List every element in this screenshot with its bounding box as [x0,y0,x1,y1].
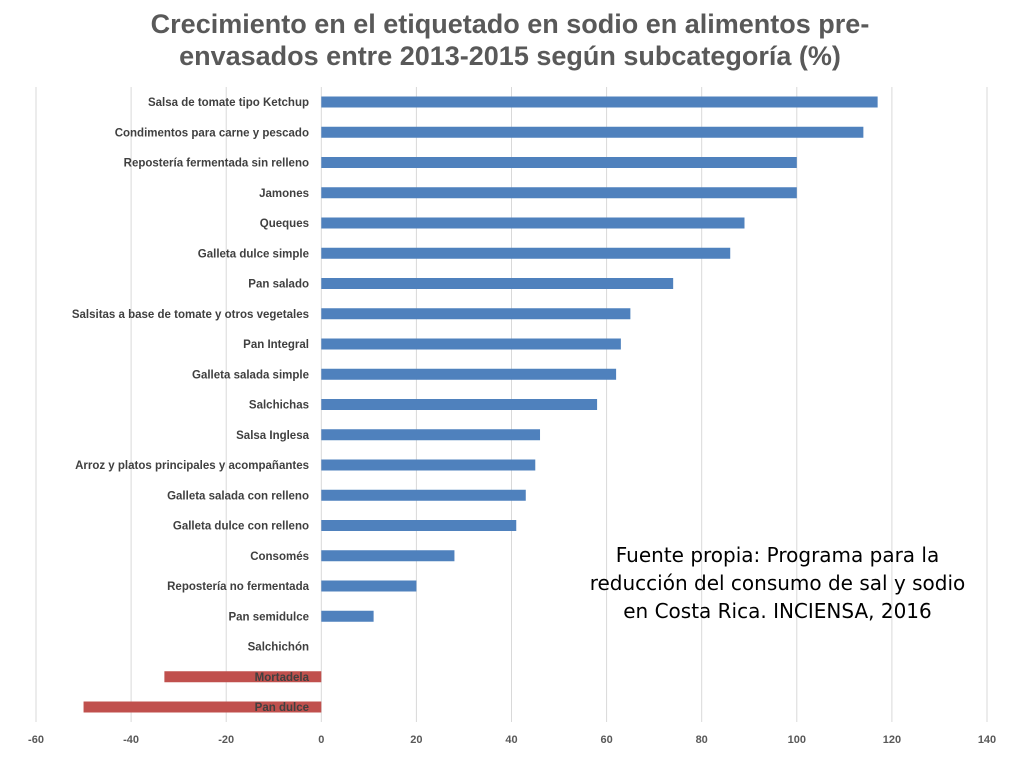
bar [321,217,745,229]
category-label: Consomés [250,551,309,563]
category-label: Arroz y platos principales y acompañante… [75,460,309,472]
x-tick-label: 140 [978,734,996,746]
bar [164,671,322,683]
bar [321,429,541,441]
bar [321,338,621,350]
category-label: Salsa de tomate tipo Ketchup [148,97,309,109]
bar [321,550,455,562]
x-tick-label: 20 [410,734,422,746]
category-label: Salsa Inglesa [236,430,309,442]
bar [321,278,674,289]
x-tick-label: 60 [600,734,612,746]
category-label: Pan semidulce [228,611,309,623]
bar [321,126,864,138]
category-label: Galleta salada simple [192,369,309,381]
x-tick-label: 80 [696,734,708,746]
category-label: Galleta dulce con relleno [173,521,309,533]
bar [321,459,536,471]
bar [321,308,631,320]
category-label: Pan Integral [243,339,309,351]
category-label: Galleta salada con relleno [167,490,309,502]
category-label: Pan salado [248,279,309,291]
category-label: Condimentos para carne y pescado [115,127,309,139]
bar [321,187,797,199]
source-annotation: Fuente propia: Programa para la reducció… [589,543,966,623]
x-tick-label: -60 [28,734,44,746]
bar [321,368,617,380]
bars [83,96,878,713]
x-tick-label: 0 [318,734,324,746]
x-axis-ticks: -60 -40 -20 0 20 40 60 80 100 120 140 [28,734,996,746]
category-label: Mortadela [255,672,310,684]
bar [321,610,374,622]
category-label: Salchichas [249,400,309,412]
bar [321,247,731,259]
category-label: Queques [260,218,309,230]
chart-title: Crecimiento en el etiquetado en sodio en… [150,9,870,71]
bar [321,157,797,168]
bar [321,580,417,592]
bar [83,701,322,713]
category-label: Jamones [259,188,309,200]
category-label: Salsitas a base de tomate y otros vegeta… [72,309,309,321]
category-label: Repostería no fermentada [167,581,309,593]
category-label: Repostería fermentada sin relleno [124,158,309,170]
bar [321,520,517,531]
category-label: Galleta dulce simple [198,248,309,260]
category-label: Salchichón [248,642,309,654]
x-tick-label: 100 [788,734,806,746]
x-tick-label: 40 [505,734,517,746]
x-tick-label: -20 [218,734,234,746]
x-tick-label: -40 [123,734,139,746]
bar [321,96,878,108]
x-tick-label: 120 [883,734,901,746]
category-labels: Salsa de tomate tipo Ketchup Condimentos … [72,97,310,714]
category-label: Pan dulce [255,702,309,714]
bar [321,489,526,501]
bar [321,399,598,410]
